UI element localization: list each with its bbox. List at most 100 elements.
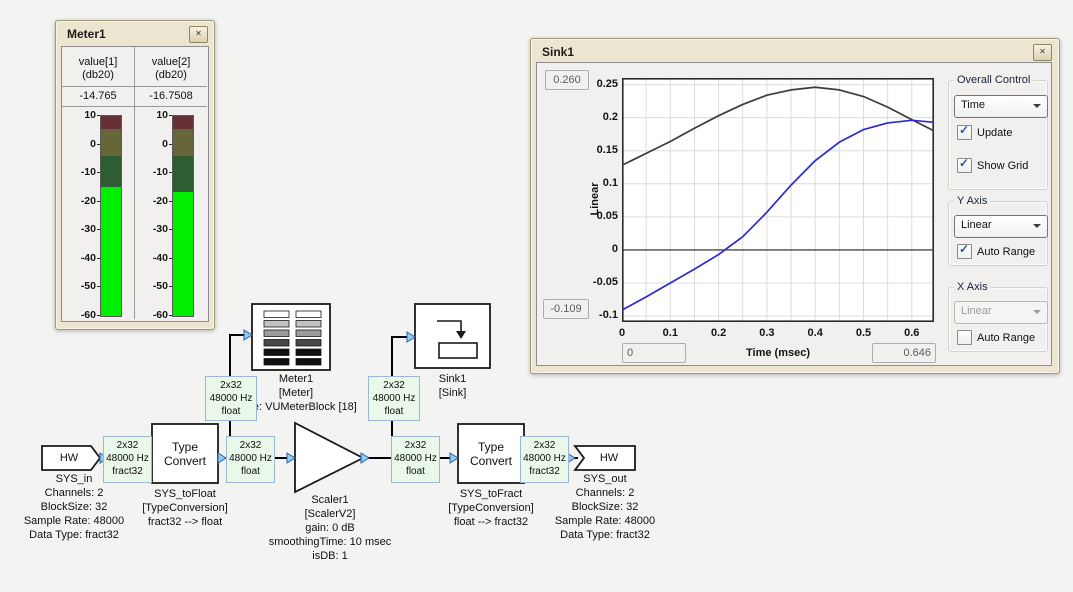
meter-tick-label: -40 — [80, 251, 96, 264]
x-max-field[interactable]: 0.646 — [872, 343, 936, 363]
x-tick-label: 0.3 — [759, 327, 775, 339]
sys-in-caption: SYS_in Channels: 2 BlockSize: 32 Sample … — [8, 472, 140, 542]
meter-tick-label: -50 — [80, 280, 96, 293]
x-min-field[interactable]: 0 — [622, 343, 686, 363]
block-name: SYS_in — [55, 473, 93, 485]
typeconvert2-line1: Type — [477, 440, 504, 454]
meter-tick-mark — [97, 286, 100, 288]
block-prop: fract32 --> float — [147, 516, 223, 528]
meter-tick-mark — [169, 257, 172, 259]
meter-tick-mark — [97, 172, 100, 174]
x-tick-label: 0.6 — [904, 327, 920, 339]
input-pin-icon — [406, 331, 416, 343]
typeconvert2-label: Type Convert — [458, 440, 524, 468]
signal-label[interactable]: 2x32 48000 Hz float — [391, 436, 440, 483]
y-min-field[interactable]: -0.109 — [543, 299, 589, 319]
signal-line: 48000 Hz — [394, 453, 437, 464]
x-axis-group-label: X Axis — [954, 281, 991, 293]
y-axis-group-label: Y Axis — [954, 195, 991, 207]
chevron-down-icon — [1033, 310, 1041, 314]
meter-column-divider — [134, 47, 135, 319]
signal-label[interactable]: 2x32 48000 Hz float — [205, 376, 257, 421]
x-auto-range-checkbox-row[interactable]: ✓ Auto Range — [957, 330, 1035, 345]
signal-label[interactable]: 2x32 48000 Hz fract32 — [103, 436, 152, 483]
block-prop: BlockSize: 32 — [571, 501, 639, 513]
vu-meter-bar — [100, 115, 122, 317]
meter-header-line: (db20) — [82, 69, 114, 81]
typeconvert2-line2: Convert — [469, 454, 513, 468]
check-icon: ✓ — [959, 156, 970, 170]
x-tick-label: 0.1 — [662, 327, 678, 339]
overall-control-dropdown[interactable]: Time — [954, 95, 1048, 118]
signal-line: 48000 Hz — [523, 453, 566, 464]
block-prop: Data Type: fract32 — [29, 529, 119, 541]
typeconvert1-caption: SYS_toFloat [TypeConversion] fract32 -->… — [110, 487, 260, 529]
update-checkbox-row[interactable]: ✓ Update — [957, 123, 1012, 140]
y-auto-range-checkbox[interactable]: ✓ — [957, 242, 972, 259]
x-axis-group: X Axis — [948, 281, 1048, 352]
block-prop: Sample Rate: 48000 — [554, 515, 656, 527]
show-grid-checkbox-label: Show Grid — [977, 159, 1029, 172]
scaler-block[interactable] — [294, 421, 365, 494]
sys-tofract-block[interactable] — [457, 423, 525, 484]
signal-label[interactable]: 2x32 48000 Hz fract32 — [520, 436, 569, 483]
block-prop: isDB: 1 — [312, 550, 348, 562]
sys-in-block[interactable] — [41, 445, 102, 471]
close-button[interactable]: ✕ — [189, 26, 208, 43]
sink-plot[interactable] — [622, 78, 934, 322]
meter-tick-label: -50 — [152, 280, 168, 293]
meter-tick-mark — [97, 143, 100, 145]
block-name: Scaler1 — [311, 494, 349, 506]
signal-label[interactable]: 2x32 48000 Hz float — [368, 376, 420, 421]
sink-window-title: Sink1 — [542, 45, 575, 59]
vu-meter-icon — [263, 310, 322, 366]
meter-tick-mark — [97, 200, 100, 202]
meter-tick-mark — [97, 315, 100, 316]
block-prop: [ScalerV2] — [304, 508, 356, 520]
show-grid-checkbox-row[interactable]: ✓ Show Grid — [957, 156, 1029, 173]
overall-control-group: Overall Control — [948, 74, 1048, 190]
y-max-field[interactable]: 0.260 — [545, 70, 589, 90]
x-tick-label: 0.5 — [855, 327, 872, 339]
x-auto-range-checkbox[interactable]: ✓ — [957, 330, 972, 345]
meter-tick-label: -20 — [152, 194, 168, 207]
update-checkbox[interactable]: ✓ — [957, 123, 972, 140]
chevron-down-icon — [1033, 104, 1041, 108]
sys-tofloat-block[interactable] — [151, 423, 219, 484]
meter-tick-mark — [169, 200, 172, 202]
sink-icon — [437, 320, 478, 359]
signal-line: fract32 — [529, 466, 560, 477]
meter1-value: -14.765 — [79, 90, 117, 102]
y-auto-range-checkbox-label: Auto Range — [977, 245, 1036, 258]
block-name: SYS_toFloat — [154, 488, 216, 500]
meter-block-caption: Meter1 [Meter] Type: VUMeterBlock [18] — [211, 372, 381, 414]
check-icon: ✓ — [959, 123, 970, 137]
meter-header-line: (db20) — [155, 69, 187, 81]
meter-tick-mark — [169, 143, 172, 145]
x-tick-label: 0.4 — [807, 327, 823, 339]
sys-out-block[interactable] — [573, 445, 636, 471]
meter-tick-label: 0 — [90, 137, 96, 150]
meter-tick-label: 0 — [162, 137, 168, 150]
meter-tick-mark — [169, 229, 172, 231]
sys-out-caption: SYS_out Channels: 2 BlockSize: 32 Sample… — [539, 472, 671, 542]
block-prop: [Meter] — [278, 387, 314, 399]
series-channel-1 — [622, 86, 934, 167]
show-grid-checkbox[interactable]: ✓ — [957, 156, 972, 173]
overall-control-group-label: Overall Control — [954, 74, 1034, 86]
signal-label[interactable]: 2x32 48000 Hz float — [226, 436, 275, 483]
y-tick-label: -0.05 — [592, 275, 618, 288]
input-pin-icon — [449, 452, 459, 464]
meter-window-title: Meter1 — [67, 27, 106, 41]
meter-tick-mark — [169, 286, 172, 288]
x-axis-dropdown[interactable]: Linear — [954, 301, 1048, 324]
signal-line: 48000 Hz — [209, 393, 253, 404]
typeconvert2-caption: SYS_toFract [TypeConversion] float --> f… — [416, 487, 566, 529]
y-auto-range-checkbox-row[interactable]: ✓ Auto Range — [957, 242, 1036, 259]
meter-tick-label: -60 — [80, 309, 96, 321]
y-axis-dropdown[interactable]: Linear — [954, 215, 1048, 238]
meter-tick-label: -30 — [80, 223, 96, 236]
sys-in-label: HW — [59, 452, 79, 464]
close-button[interactable]: ✕ — [1033, 44, 1052, 61]
